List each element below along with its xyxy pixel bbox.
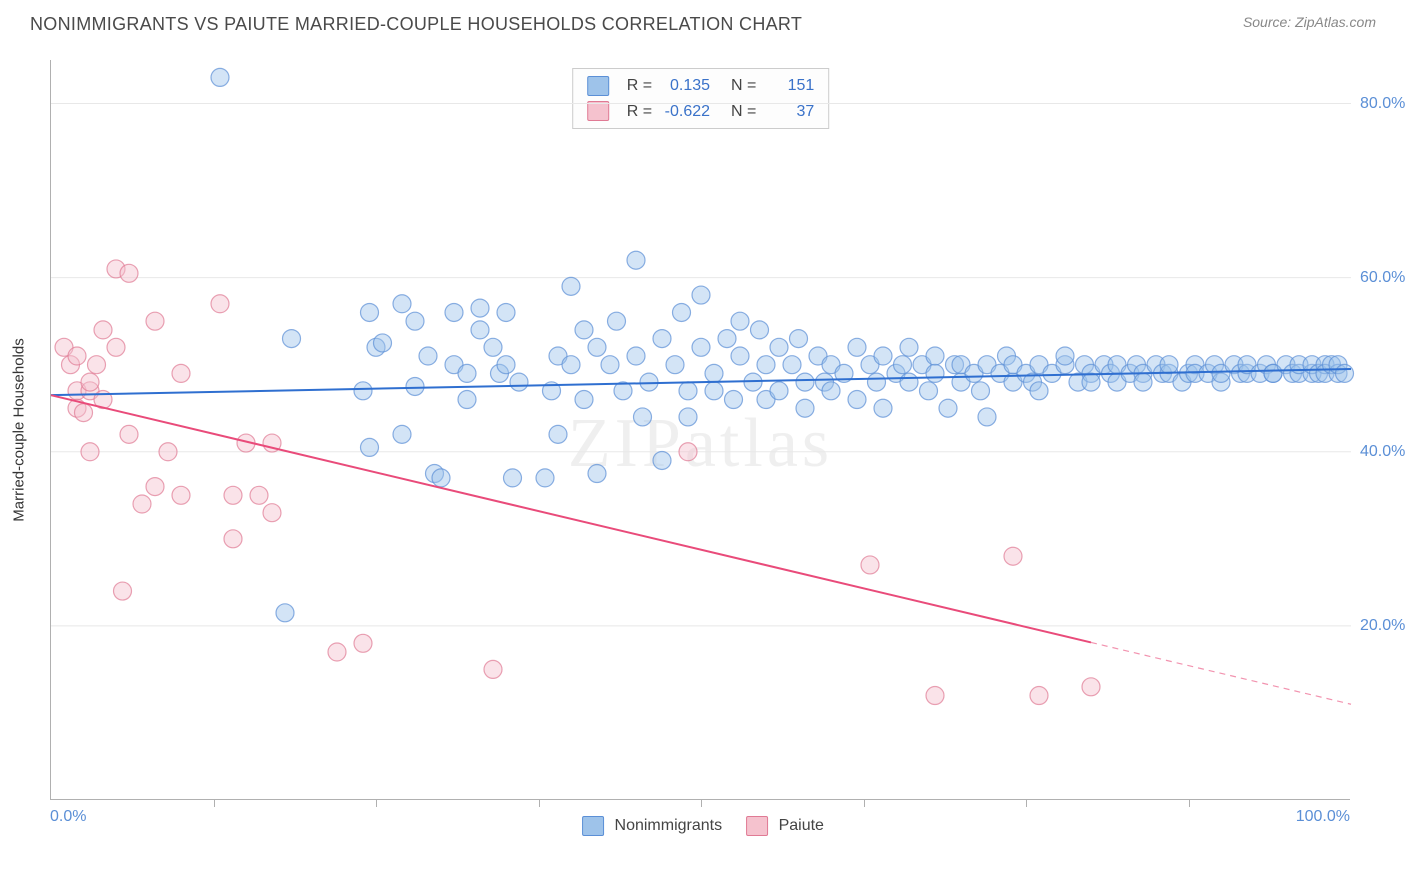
y-axis-label: Married-couple Households bbox=[11, 338, 28, 521]
x-tick-mark bbox=[1189, 799, 1190, 807]
x-tick-min: 0.0% bbox=[50, 808, 86, 826]
y-tick-label: 20.0% bbox=[1360, 617, 1406, 635]
y-tick-label: 40.0% bbox=[1360, 443, 1406, 461]
legend-item-nonimmigrants: Nonimmigrants bbox=[582, 816, 722, 836]
x-tick-mark bbox=[701, 799, 702, 807]
chart-title: NONIMMIGRANTS VS PAIUTE MARRIED-COUPLE H… bbox=[30, 14, 802, 35]
legend-label-nonimmigrants: Nonimmigrants bbox=[615, 817, 723, 834]
y-tick-label: 60.0% bbox=[1360, 269, 1406, 287]
x-tick-mark bbox=[376, 799, 377, 807]
legend-label-paiute: Paiute bbox=[779, 817, 824, 834]
chart-plot-area: Married-couple Households ZIPatlas R = 0… bbox=[50, 60, 1350, 800]
x-tick-mark bbox=[214, 799, 215, 807]
x-tick-mark bbox=[864, 799, 865, 807]
swatch-paiute-icon bbox=[746, 816, 768, 836]
y-tick-label: 80.0% bbox=[1360, 95, 1406, 113]
series-legend: Nonimmigrants Paiute bbox=[582, 816, 824, 836]
x-tick-mark bbox=[539, 799, 540, 807]
x-tick-mark bbox=[1026, 799, 1027, 807]
legend-item-paiute: Paiute bbox=[746, 816, 824, 836]
x-tick-max: 100.0% bbox=[1296, 808, 1350, 826]
source-label: Source: ZipAtlas.com bbox=[1243, 14, 1376, 30]
scatter-svg bbox=[51, 60, 1350, 799]
swatch-nonimmigrants-icon bbox=[582, 816, 604, 836]
